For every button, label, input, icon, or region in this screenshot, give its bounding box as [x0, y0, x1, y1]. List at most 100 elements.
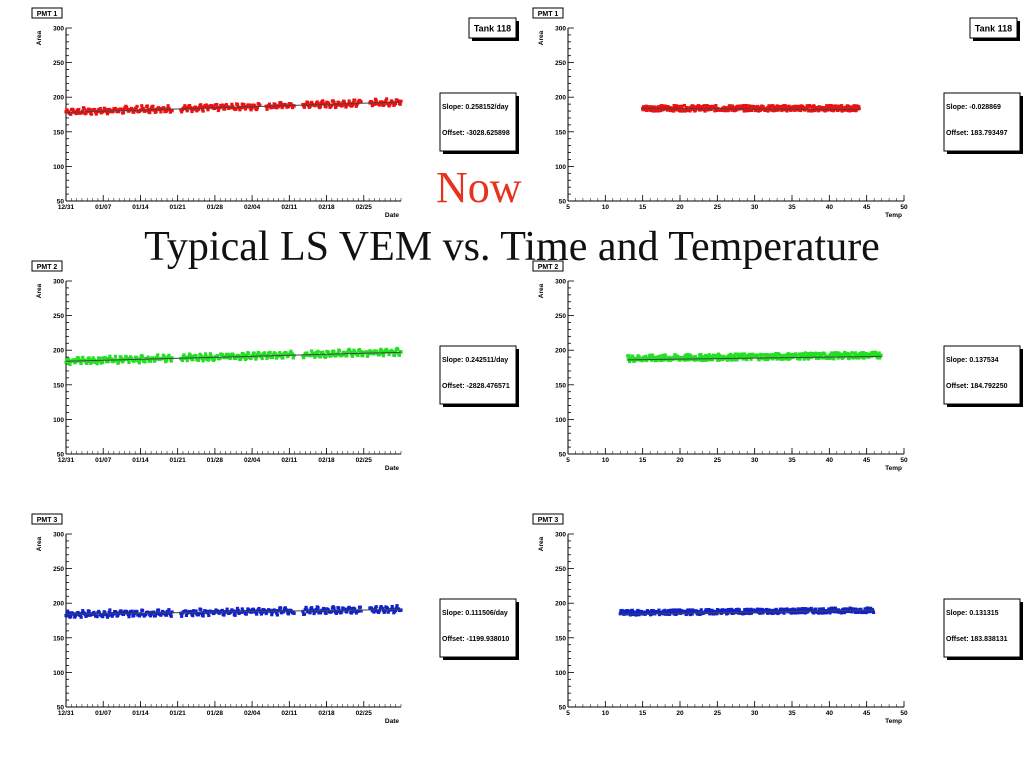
x-tick-label: 45 [863, 204, 871, 211]
y-tick-label: 300 [555, 279, 566, 286]
data-point [301, 609, 305, 614]
data-point [151, 104, 155, 108]
data-point [848, 352, 852, 356]
data-point [744, 355, 748, 360]
data-point [204, 103, 208, 107]
data-point [630, 608, 634, 612]
data-point [359, 609, 363, 613]
data-point [311, 351, 315, 355]
y-axis-label: Area [36, 536, 43, 551]
y-axis-label: Area [538, 536, 545, 551]
data-point [286, 612, 291, 616]
data-point [875, 353, 879, 357]
chart-pmt3-time: PMT 3 50 100 150 200 250 300 Area 12/31 01/07 01/1… [31, 513, 519, 725]
data-point [384, 99, 388, 103]
data-point [239, 105, 244, 110]
data-point [782, 611, 786, 615]
data-point [223, 107, 227, 111]
x-tick-label: 35 [788, 457, 796, 464]
data-point [257, 351, 261, 355]
y-tick-label: 250 [555, 566, 566, 573]
data-point [330, 353, 334, 357]
data-point [148, 359, 153, 363]
data-point [671, 608, 676, 612]
data-point [395, 604, 399, 608]
data-point [226, 352, 230, 356]
data-point [141, 107, 145, 111]
x-tick-label: 01/21 [170, 710, 187, 717]
data-point [345, 610, 349, 614]
data-point [677, 104, 681, 108]
fit-line [65, 101, 402, 113]
data-point [152, 610, 156, 614]
data-point [197, 106, 201, 110]
data-point [372, 610, 376, 614]
data-point [705, 358, 710, 362]
data-point [201, 359, 205, 363]
data-point [649, 354, 653, 358]
data-point [359, 349, 363, 354]
tank-label: Tank 118 [474, 24, 511, 34]
x-tick-label: 50 [900, 204, 908, 211]
y-tick-label: 200 [53, 95, 64, 102]
data-point [108, 608, 112, 612]
data-point [310, 349, 314, 353]
data-point [184, 613, 189, 617]
data-point [630, 610, 634, 614]
data-point [81, 355, 85, 360]
x-tick-label: 50 [900, 710, 908, 717]
stats-box [943, 598, 1021, 658]
data-point [220, 608, 224, 613]
x-tick-label: 01/14 [132, 710, 149, 717]
data-point [215, 102, 219, 107]
data-point [279, 354, 283, 358]
data-point [156, 353, 160, 357]
data-point [130, 609, 134, 613]
data-point [250, 106, 254, 110]
y-tick-label: 150 [53, 129, 64, 136]
data-point [316, 102, 320, 106]
data-point [101, 360, 105, 365]
y-tick-label: 50 [57, 452, 65, 459]
data-point [806, 352, 810, 356]
data-point [372, 352, 376, 356]
data-point [130, 108, 134, 112]
data-point [170, 109, 174, 113]
data-point [185, 358, 189, 363]
stats-offset: Offset: 183.793497 [946, 130, 1008, 137]
data-point [763, 353, 767, 357]
data-point [154, 109, 158, 113]
data-point [280, 105, 284, 110]
data-point [380, 349, 384, 353]
data-point [831, 353, 835, 358]
data-point [703, 355, 707, 359]
data-point [697, 610, 701, 614]
data-point [354, 611, 358, 615]
data-point [191, 358, 195, 362]
data-point [78, 613, 82, 618]
data-point [628, 611, 632, 615]
x-tick-label: 01/14 [132, 204, 149, 211]
data-point [377, 610, 381, 615]
data-point [667, 609, 671, 613]
data-point [814, 356, 818, 360]
data-point [748, 611, 752, 616]
data-point [291, 356, 295, 360]
data-point [304, 102, 308, 106]
data-point [826, 610, 830, 614]
data-point [322, 606, 326, 611]
data-point [258, 103, 262, 107]
data-point [270, 355, 275, 360]
data-point [260, 610, 264, 615]
data-point [66, 357, 70, 361]
data-point [137, 361, 141, 365]
data-point [660, 104, 664, 108]
data-point [239, 357, 243, 361]
data-point [745, 357, 749, 362]
data-point [199, 106, 204, 110]
fit-line [620, 609, 875, 615]
data-point [842, 610, 847, 615]
data-point [212, 357, 216, 361]
y-tick-label: 200 [555, 601, 566, 608]
data-point [204, 355, 208, 359]
